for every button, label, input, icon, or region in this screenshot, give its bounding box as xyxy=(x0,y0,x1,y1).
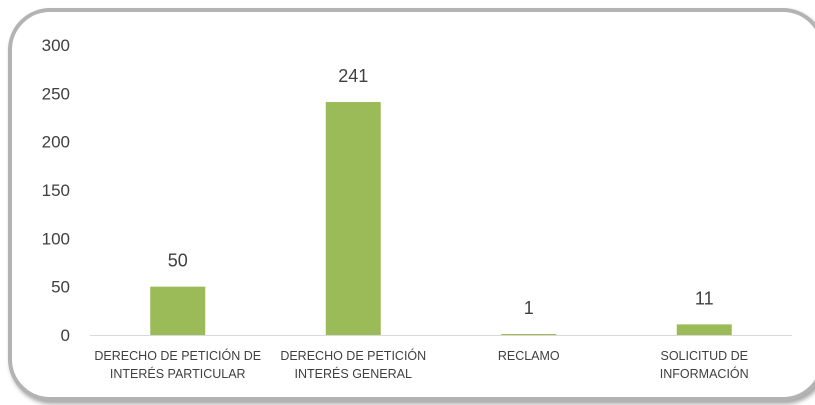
x-tick-label: INTERÉS GENERAL xyxy=(295,366,412,381)
y-tick-label: 200 xyxy=(42,133,70,152)
x-tick-label: DERECHO DE PETICIÓN xyxy=(280,348,426,363)
bar xyxy=(676,324,732,335)
data-label: 11 xyxy=(695,288,714,308)
x-tick-label: RECLAMO xyxy=(498,349,560,363)
y-tick-label: 100 xyxy=(42,229,70,248)
x-tick-label: INFORMACIÓN xyxy=(660,366,749,381)
data-label: 1 xyxy=(524,298,534,318)
y-tick-label: 50 xyxy=(51,278,70,297)
y-tick-label: 150 xyxy=(42,181,70,200)
x-tick-label: INTERÉS PARTICULAR xyxy=(110,366,246,381)
y-tick-label: 250 xyxy=(42,84,70,103)
bar xyxy=(325,102,381,336)
x-tick-label: DERECHO DE PETICIÓN DE xyxy=(94,348,261,363)
y-tick-label: 300 xyxy=(42,36,70,55)
data-label: 50 xyxy=(168,251,188,271)
data-label: 241 xyxy=(338,66,368,86)
x-tick-label: SOLICITUD DE xyxy=(660,349,748,363)
bar xyxy=(501,334,557,335)
y-tick-label: 0 xyxy=(61,326,70,345)
bar xyxy=(150,286,206,335)
